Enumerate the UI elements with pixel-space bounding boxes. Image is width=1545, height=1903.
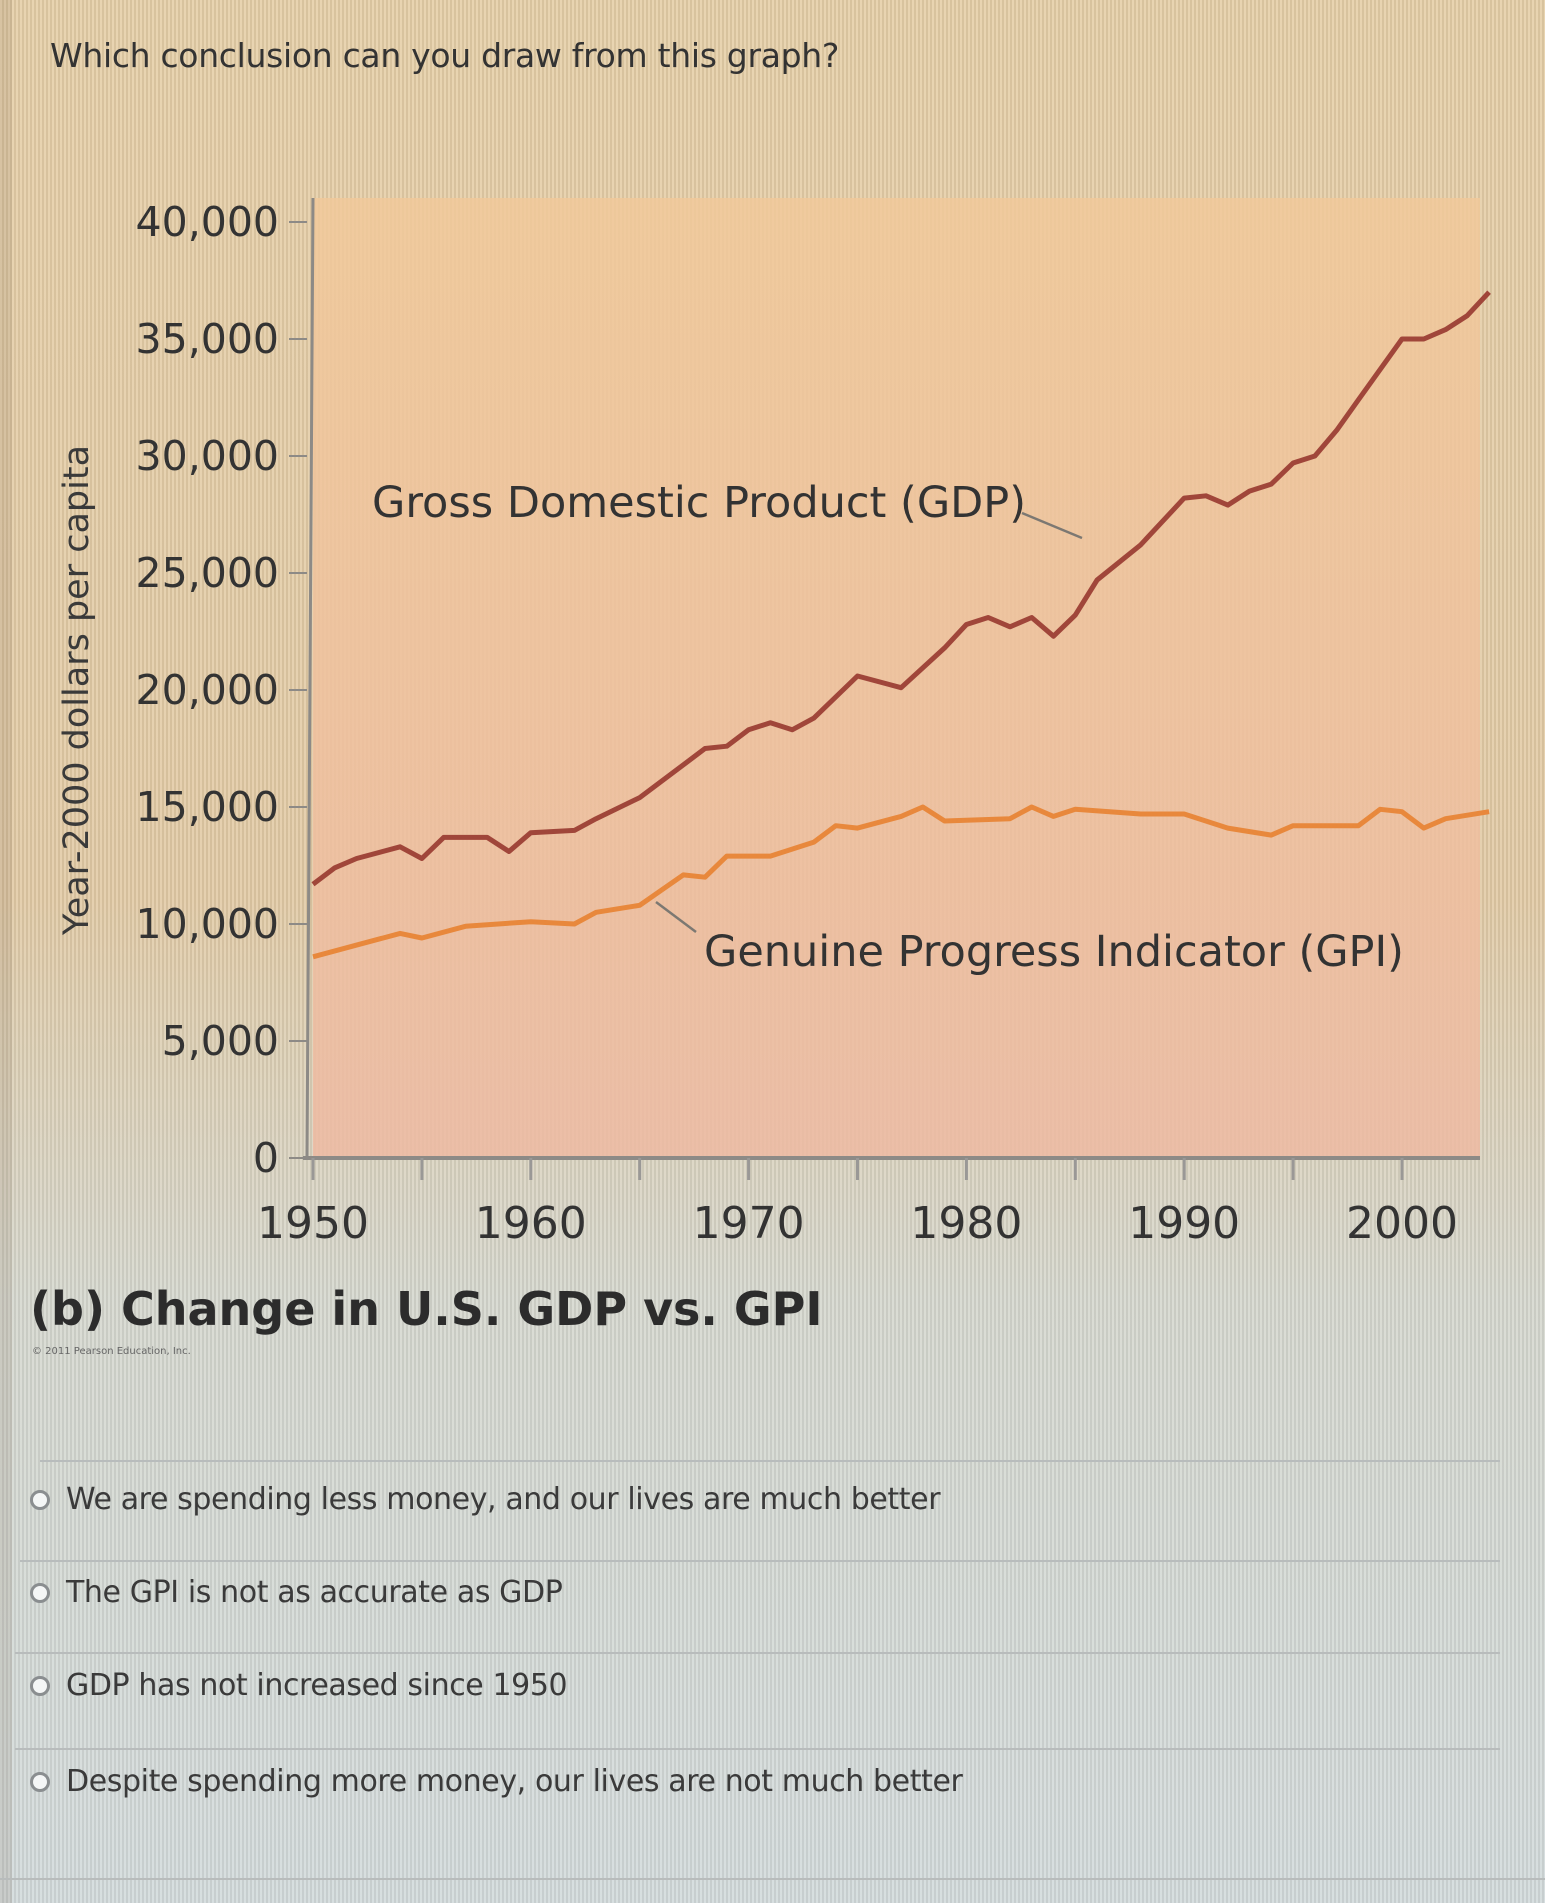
y-tick-label: 20,000 [136, 666, 279, 714]
y-tick-label: 35,000 [136, 315, 279, 363]
radio-button[interactable] [30, 1675, 50, 1696]
y-tick-label: 25,000 [136, 549, 279, 597]
gpi-annotation-label: Genuine Progress Indicator (GPI) [704, 927, 1404, 977]
y-axis-label: Year-2000 dollars per capita [57, 445, 97, 936]
x-tick-label: 2000 [1346, 1198, 1458, 1249]
x-tick-label: 1980 [910, 1198, 1022, 1249]
option-label: The GPI is not as accurate as GDP [66, 1575, 563, 1610]
chart-caption: (b) Change in U.S. GDP vs. GPI [30, 1282, 823, 1336]
option-label: Despite spending more money, our lives a… [66, 1764, 963, 1799]
gpi-series-line [312, 804, 1490, 960]
y-tick-label: 40,000 [136, 198, 279, 246]
separator [40, 1460, 1500, 1462]
y-axis-line [305, 197, 315, 1159]
separator [0, 1878, 1545, 1880]
answer-option[interactable]: We are spending less money, and our live… [30, 1482, 941, 1517]
plot-area [313, 198, 1480, 1158]
y-tick-label: 10,000 [136, 900, 279, 948]
page-edge [0, 0, 12, 1903]
gdp-leader-line [1021, 511, 1083, 540]
answer-option[interactable]: The GPI is not as accurate as GDP [30, 1575, 563, 1610]
x-tick-label: 1960 [475, 1198, 587, 1249]
x-tick-label: 1990 [1128, 1198, 1240, 1249]
radio-button[interactable] [30, 1582, 50, 1603]
y-tick-label: 30,000 [136, 432, 279, 480]
gdp-annotation-label: Gross Domestic Product (GDP) [372, 478, 1026, 528]
option-label: GDP has not increased since 1950 [66, 1668, 568, 1703]
option-label: We are spending less money, and our live… [66, 1482, 941, 1517]
x-tick-label: 1970 [693, 1198, 805, 1249]
gdp-series-line [311, 290, 1491, 887]
separator [15, 1652, 1500, 1654]
y-tick-label: 0 [253, 1134, 279, 1182]
copyright-text: © 2011 Pearson Education, Inc. [32, 1346, 191, 1357]
separator [20, 1560, 1500, 1562]
separator [15, 1748, 1500, 1750]
x-tick-label: 1950 [257, 1198, 369, 1249]
question-text: Which conclusion can you draw from this … [50, 36, 840, 75]
y-tick-label: 15,000 [136, 783, 279, 831]
gdp-gpi-chart: 0 5,000 10,000 15,000 20,000 25,000 30,000 35,0… [57, 197, 1491, 1249]
y-tick-label: 5,000 [162, 1017, 279, 1065]
gpi-leader-line [655, 901, 697, 933]
answer-option[interactable]: Despite spending more money, our lives a… [30, 1764, 963, 1799]
radio-button[interactable] [30, 1489, 50, 1510]
radio-button[interactable] [30, 1771, 50, 1792]
answer-option[interactable]: GDP has not increased since 1950 [30, 1668, 568, 1703]
